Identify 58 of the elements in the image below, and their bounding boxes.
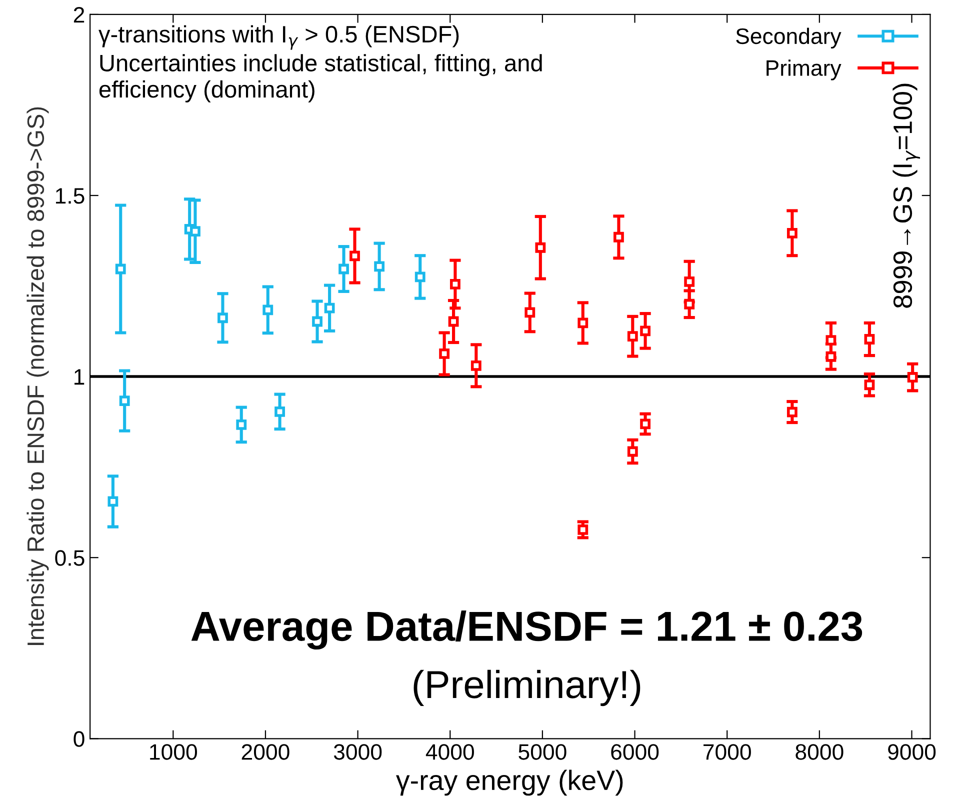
annotation: (Preliminary!) (414, 670, 640, 706)
legend-label: Primary (766, 60, 842, 80)
point (826, 351, 836, 362)
y-tick-label: 1.5 (56, 188, 84, 204)
point (119, 396, 130, 406)
x-tick-label: 1000 (150, 744, 197, 760)
x-tick-label: 7000 (704, 744, 751, 760)
point (640, 418, 651, 430)
point (578, 318, 588, 328)
point (350, 250, 360, 262)
point (578, 524, 588, 535)
y-tick-label: 2 (74, 6, 84, 22)
x-tick-label: 5000 (518, 744, 566, 760)
point (115, 264, 126, 274)
point (236, 419, 247, 430)
point (470, 360, 482, 371)
point (640, 326, 651, 336)
point (786, 228, 798, 238)
y-axis-title: Intensity Ratio to ENSDF (normalized to 8999->GS) (26, 107, 49, 646)
point (274, 406, 285, 417)
point (614, 232, 624, 242)
point (684, 298, 695, 310)
point (535, 242, 546, 253)
point (108, 496, 118, 507)
annotation: Average Data/ENSDF = 1.21 ± 0.23 (191, 610, 862, 650)
point (262, 304, 274, 316)
x-tick-label: 9000 (888, 744, 936, 760)
x-tick-label: 8000 (796, 744, 844, 760)
point (450, 278, 460, 290)
point (907, 372, 918, 382)
point (627, 446, 638, 457)
x-tick-label: 4000 (426, 744, 474, 760)
annotation: γ-transitions with I$_{γ}$ > 0.5 (ENSDF) Uncertainties include statistical, fitting, and efficiency (dominant) (98, 25, 542, 102)
point (374, 261, 385, 272)
y-tick-label: 0.5 (55, 550, 84, 566)
point (864, 380, 875, 390)
point (338, 264, 349, 274)
point (190, 226, 200, 237)
point (684, 276, 695, 287)
point (439, 348, 450, 359)
point (864, 334, 875, 344)
point (414, 272, 426, 282)
point (786, 406, 798, 418)
point (312, 316, 322, 327)
point (826, 335, 836, 346)
x-tick-label: 3000 (334, 744, 382, 760)
point (627, 331, 638, 342)
point (218, 312, 228, 324)
x-axis-title: γ-ray energy (keV) (396, 770, 623, 796)
y-tick-label: 1 (74, 369, 84, 385)
y-tick-label: 0 (74, 731, 84, 747)
x-tick-label: 2000 (242, 744, 290, 760)
point (524, 307, 536, 318)
x-tick-label: 6000 (611, 744, 659, 760)
annotation: 8999→GS (I$_{γ}$=100) (892, 84, 920, 308)
point (324, 302, 335, 314)
point (448, 316, 459, 327)
legend-label: Secondary (736, 28, 842, 48)
